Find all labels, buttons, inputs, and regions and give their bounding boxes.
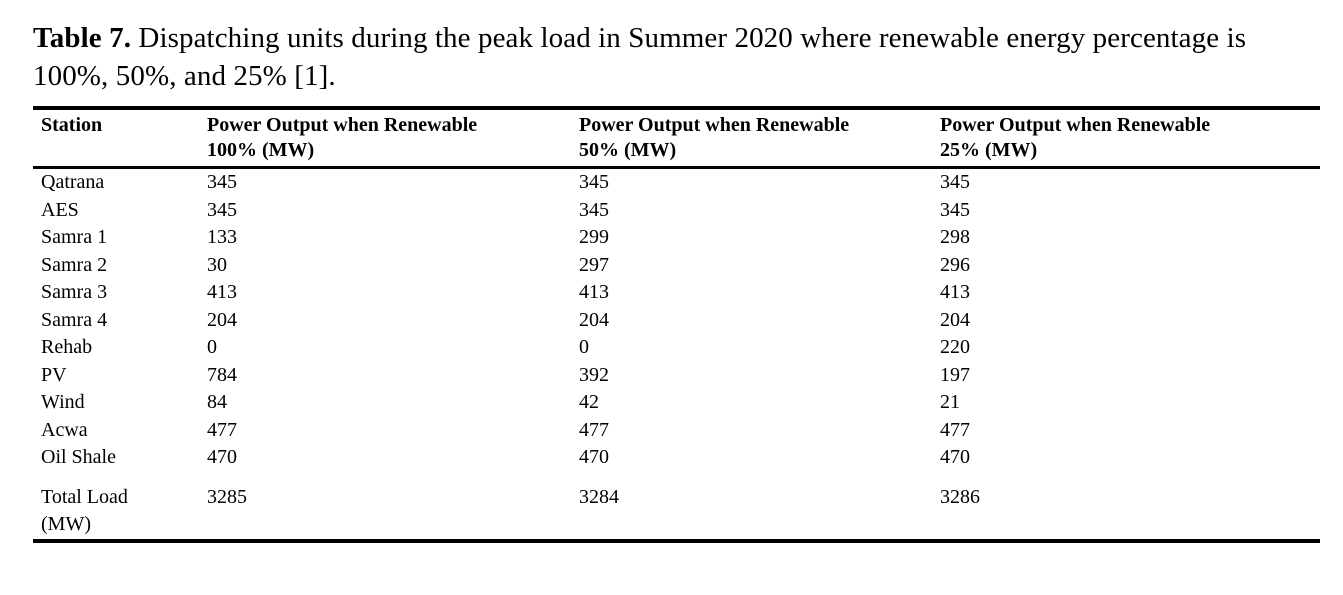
total-label-line: Total Load [41,485,128,508]
power-25-cell: 220 [940,336,970,358]
power-100-cell: 470 [207,446,237,468]
station-cell: Samra 3 [41,281,108,303]
power-50-cell: 413 [579,281,609,303]
col-header-station: Station [33,108,207,169]
station-cell: Samra 2 [41,253,108,276]
power-50-cell: 392 [579,363,609,386]
total-50-cell: 3284 [579,485,619,508]
page: Table 7. Dispatching units during the pe… [0,19,1343,543]
power-25-cell: 470 [940,446,970,468]
table-row: Samra 3 413 413 413 [33,279,1320,307]
power-25-cell: 345 [940,198,970,221]
table-row: AES 345 345 345 [33,197,1320,225]
table-row: PV 784 392 197 [33,362,1320,390]
station-cell: Samra 1 [41,226,108,248]
header-line: Station [41,114,103,136]
power-50-cell: 470 [579,446,609,468]
power-50-cell: 345 [579,198,609,221]
caption-label: Table 7. [33,22,132,54]
table-row: Acwa 477 477 477 [33,417,1320,445]
station-cell: Qatrana [41,171,105,193]
header-line: 50% (MW) [579,139,677,161]
table-row: Samra 2 30 297 296 [33,252,1320,280]
header-line: Power Output when Renewable [579,114,850,136]
power-100-cell: 477 [207,418,237,441]
power-25-cell: 477 [940,418,970,441]
dispatch-table: Station Power Output when Renewable 100%… [33,106,1320,543]
station-cell: PV [41,363,67,386]
header-line: 25% (MW) [940,139,1038,161]
power-25-cell: 345 [940,171,970,193]
power-50-cell: 297 [579,253,609,276]
caption-text: Dispatching units during the peak load i… [33,22,1247,92]
station-cell: Acwa [41,418,88,441]
table-row: Wind 84 42 21 [33,389,1320,417]
station-cell: AES [41,198,79,221]
total-row: Total Load (MW) 3285 3284 3286 [33,472,1320,541]
power-50-cell: 299 [579,226,609,248]
table-row: Oil Shale 470 470 470 [33,444,1320,472]
station-cell: Wind [41,391,85,413]
power-25-cell: 298 [940,226,970,248]
power-25-cell: 21 [940,391,960,413]
table-row: Samra 4 204 204 204 [33,307,1320,335]
power-100-cell: 84 [207,391,227,413]
station-cell: Rehab [41,336,93,358]
total-label-line: (MW) [41,513,91,535]
station-cell: Samra 4 [41,308,108,331]
table-caption: Table 7. Dispatching units during the pe… [33,19,1298,95]
power-50-cell: 477 [579,418,609,441]
total-25-cell: 3286 [940,485,980,508]
header-line: Power Output when Renewable [940,114,1211,136]
power-50-cell: 345 [579,171,609,193]
power-25-cell: 204 [940,308,970,331]
power-100-cell: 345 [207,198,237,221]
station-cell: Oil Shale [41,446,116,468]
power-100-cell: 133 [207,226,237,248]
col-header-renewable-25: Power Output when Renewable 25% (MW) [940,108,1320,169]
power-100-cell: 0 [207,336,217,358]
power-100-cell: 30 [207,253,227,276]
power-50-cell: 0 [579,336,589,358]
table-row: Qatrana 345 345 345 [33,168,1320,197]
header-line: Power Output when Renewable [207,114,478,136]
header-line: 100% (MW) [207,139,315,161]
total-100-cell: 3285 [207,485,247,508]
header-row: Station Power Output when Renewable 100%… [33,108,1320,169]
col-header-renewable-50: Power Output when Renewable 50% (MW) [579,108,940,169]
power-25-cell: 413 [940,281,970,303]
power-100-cell: 784 [207,363,237,386]
power-50-cell: 204 [579,308,609,331]
power-25-cell: 197 [940,363,970,386]
power-25-cell: 296 [940,253,970,276]
total-label-cell: Total Load (MW) [33,472,207,541]
table-row: Samra 1 133 299 298 [33,224,1320,252]
power-50-cell: 42 [579,391,599,413]
table-row: Rehab 0 0 220 [33,334,1320,362]
col-header-renewable-100: Power Output when Renewable 100% (MW) [207,108,579,169]
power-100-cell: 413 [207,281,237,303]
power-100-cell: 204 [207,308,237,331]
power-100-cell: 345 [207,171,237,193]
